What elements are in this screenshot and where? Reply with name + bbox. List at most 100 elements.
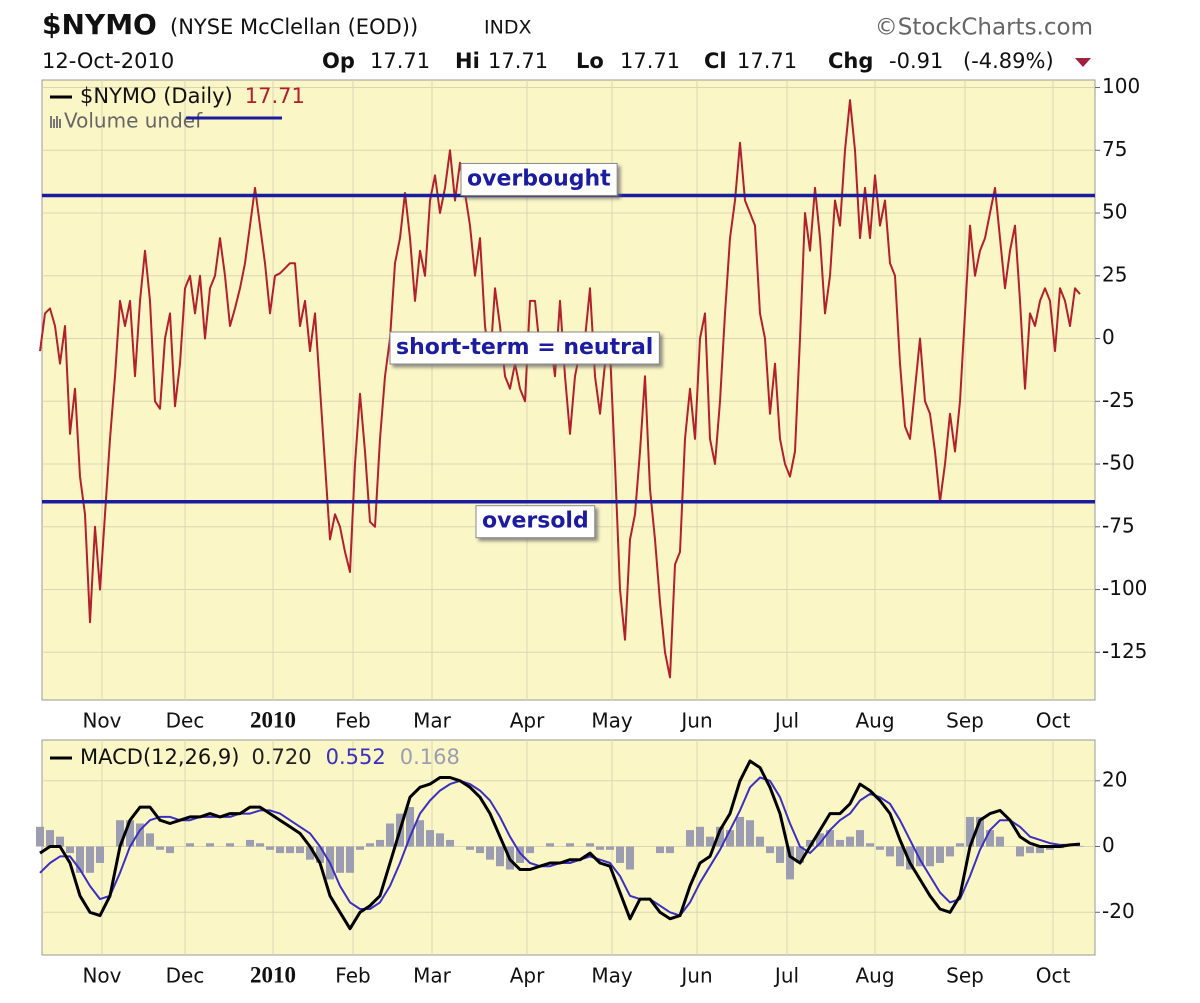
legend-label: MACD(12,26,9) [80, 745, 240, 769]
histogram-bar [846, 836, 854, 847]
annotation-text: short-term = neutral [396, 335, 653, 360]
histogram-bar [516, 846, 524, 863]
quote-label: Hi [455, 49, 480, 73]
x-tick-label: Jul [773, 964, 799, 988]
x-tick-label: May [591, 964, 633, 988]
histogram-bar [796, 846, 804, 863]
histogram-bar [476, 846, 484, 854]
y-tick-label: -25 [1102, 388, 1135, 412]
histogram-bar [856, 830, 864, 847]
histogram-bar [266, 846, 274, 850]
histogram-bar [986, 830, 994, 847]
x-tick-label: Nov [82, 964, 121, 988]
symbol: $NYMO [42, 8, 157, 41]
volume-icon [56, 116, 58, 128]
y-tick-label: -75 [1102, 513, 1135, 537]
histogram-bar [136, 823, 144, 847]
legend-value: 0.720 [252, 745, 312, 769]
histogram-bar [816, 833, 824, 847]
histogram-bar [656, 846, 664, 854]
histogram-bar [126, 820, 134, 847]
y-tick-label: 0 [1102, 325, 1115, 349]
x-tick-label: Oct [1036, 964, 1071, 988]
histogram-bar [696, 826, 704, 847]
x-tick-label: Oct [1036, 709, 1071, 733]
legend-label: $NYMO (Daily) [80, 84, 233, 108]
y-tick-label: 20 [1102, 767, 1127, 791]
x-tick-label: Dec [166, 709, 205, 733]
histogram-bar [776, 846, 784, 863]
histogram-bar [586, 843, 594, 847]
x-tick-label: Dec [166, 964, 205, 988]
histogram-bar [286, 846, 294, 854]
histogram-bar [166, 846, 174, 854]
histogram-bar [436, 833, 444, 847]
x-tick-label: 2010 [250, 707, 296, 732]
x-tick-label: Feb [335, 964, 370, 988]
histogram-bar [306, 846, 314, 860]
histogram-bar [806, 839, 814, 847]
histogram-bar [566, 843, 574, 847]
histogram-bar [746, 820, 754, 847]
histogram-bar [926, 846, 934, 867]
volume-icon [53, 119, 55, 128]
histogram-bar [246, 839, 254, 847]
histogram-bar [56, 836, 64, 847]
histogram-bar [616, 846, 624, 863]
x-tick-label: Aug [855, 964, 894, 988]
histogram-bar [426, 830, 434, 847]
histogram-bar [226, 843, 234, 847]
volume-icon [50, 116, 52, 128]
series-line [39, 759, 1081, 931]
histogram-bar [866, 843, 874, 847]
histogram-bar [786, 846, 794, 880]
x-tick-label: 2010 [250, 962, 296, 987]
histogram-bar [996, 836, 1004, 847]
histogram-bar [526, 846, 534, 854]
histogram-bar [766, 846, 774, 854]
y-tick-label: -50 [1102, 451, 1135, 475]
exchange: INDX [484, 17, 531, 39]
annotation-box: oversold [475, 505, 596, 539]
y-tick-label: 100 [1102, 74, 1140, 98]
y-tick-label: -20 [1102, 899, 1135, 923]
histogram-bar [1046, 846, 1054, 850]
histogram-bar [546, 843, 554, 847]
histogram-bar [496, 846, 504, 867]
quote-label: Cl [704, 49, 727, 73]
histogram-bar [336, 846, 344, 873]
histogram-bar [686, 830, 694, 847]
x-tick-label: Nov [82, 709, 121, 733]
histogram-bar [486, 846, 494, 860]
histogram-bar [736, 816, 744, 847]
histogram-bar [886, 846, 894, 857]
y-tick-label: 75 [1102, 137, 1127, 161]
y-tick-label: 25 [1102, 262, 1127, 286]
histogram-bar [1036, 846, 1044, 854]
date: 12-Oct-2010 [42, 49, 174, 73]
x-tick-label: Apr [510, 709, 545, 733]
quote-label: Chg [828, 49, 873, 73]
x-tick-label: Jun [679, 709, 712, 733]
quote-value: -0.91 [889, 49, 943, 73]
histogram-bar [606, 846, 614, 850]
legend-value: 0.552 [326, 745, 386, 769]
histogram-bar [96, 846, 104, 863]
histogram-bar [666, 846, 674, 854]
histogram-bar [1026, 846, 1034, 854]
annotation-text: oversold [482, 509, 589, 534]
histogram-bar [896, 846, 904, 867]
histogram-bar [376, 839, 384, 847]
histogram-bar [726, 830, 734, 847]
series-line [39, 99, 1081, 679]
histogram-bar [406, 807, 414, 847]
histogram-bar [876, 846, 884, 850]
x-tick-label: Mar [413, 709, 452, 733]
y-tick-label: 0 [1102, 833, 1115, 857]
x-tick-label: Sep [946, 709, 984, 733]
histogram-bar [966, 816, 974, 847]
histogram-bar [86, 846, 94, 873]
histogram-bar [316, 846, 324, 863]
histogram-bar [906, 846, 914, 870]
